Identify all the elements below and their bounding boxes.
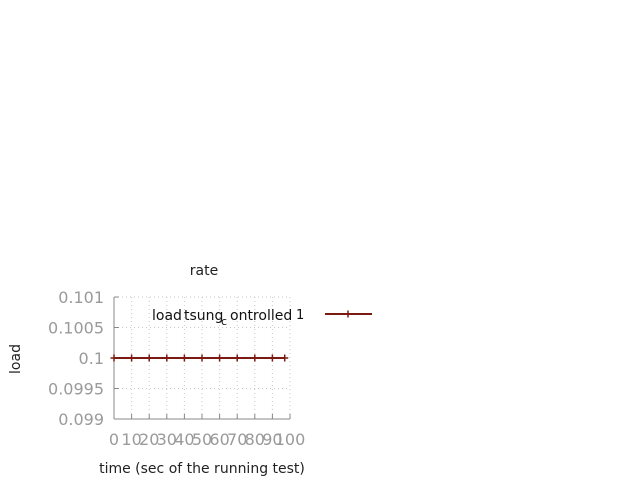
x-tick-label: 40 — [174, 430, 194, 449]
y-tick-label: 0.099 — [58, 410, 104, 429]
y-axis-ticks: 0.101 0.1005 0.1 0.0995 0.099 — [48, 288, 104, 429]
x-tick-label: 30 — [157, 430, 177, 449]
data-point — [268, 354, 276, 362]
data-point — [233, 354, 241, 362]
x-axis-label: time (sec of the running test) — [99, 461, 305, 477]
x-tick-label: 100 — [275, 430, 306, 449]
data-point — [163, 354, 171, 362]
data-point — [216, 354, 224, 362]
legend: load tsung c ontrolled 1 — [152, 308, 372, 328]
legend-label-part: ontrolled — [230, 308, 292, 324]
x-tick-label: 0 — [109, 430, 119, 449]
x-tick-label: 70 — [227, 430, 247, 449]
y-tick-label: 0.1 — [79, 349, 104, 368]
legend-swatch-marker — [344, 310, 352, 318]
x-tick-label: 20 — [139, 430, 159, 449]
data-point — [145, 354, 153, 362]
y-axis-label: load — [8, 344, 24, 374]
x-tick-label: 10 — [121, 430, 141, 449]
x-tick-label: 50 — [192, 430, 212, 449]
x-tick-label: 90 — [262, 430, 282, 449]
legend-label-part: tsung — [184, 308, 223, 324]
x-tick-label: 60 — [209, 430, 229, 449]
data-point — [180, 354, 188, 362]
legend-label-part: load — [152, 308, 182, 324]
data-point — [128, 354, 136, 362]
y-tick-label: 0.0995 — [48, 380, 104, 399]
data-point — [110, 354, 118, 362]
y-tick-label: 0.101 — [58, 288, 104, 307]
y-tick-label: 0.1005 — [48, 319, 104, 338]
data-point — [281, 354, 289, 362]
x-tick-label: 80 — [245, 430, 265, 449]
data-point — [198, 354, 206, 362]
chart-title: rate — [190, 263, 218, 279]
series-group — [110, 354, 289, 362]
legend-label-subscript: c — [221, 315, 227, 328]
data-point — [251, 354, 259, 362]
legend-label-part: 1 — [296, 308, 304, 323]
